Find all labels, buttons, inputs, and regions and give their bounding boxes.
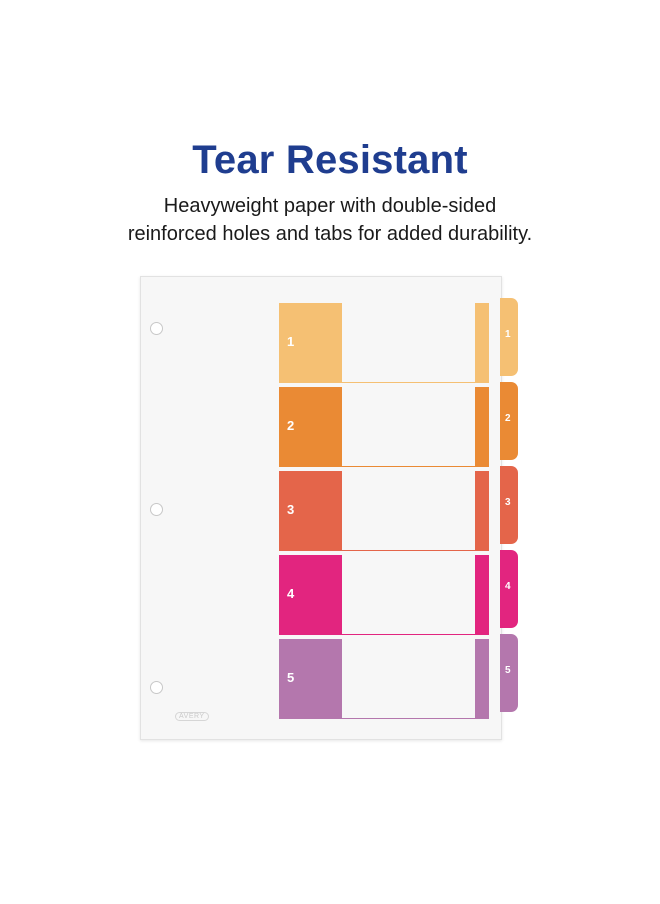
table-of-contents-row: 1 [279, 303, 489, 383]
row-entry-line [342, 718, 489, 719]
page-subtitle: Heavyweight paper with double-sided rein… [0, 192, 660, 248]
tab-number: 5 [505, 665, 511, 676]
row-color-block: 4 [279, 555, 342, 635]
subtitle-line-1: Heavyweight paper with double-sided [163, 195, 497, 217]
row-number: 5 [287, 670, 295, 685]
table-of-contents-row: 4 [279, 555, 489, 635]
row-color-block: 1 [279, 303, 342, 383]
row-tab-strip [475, 387, 489, 467]
divider-tab: 3 [500, 466, 518, 544]
punch-hole-bottom [150, 681, 163, 694]
table-of-contents-row: 2 [279, 387, 489, 467]
row-tab-strip [475, 303, 489, 383]
tab-number: 4 [505, 581, 511, 592]
row-number: 3 [287, 502, 295, 517]
row-color-block: 2 [279, 387, 342, 467]
row-color-block: 5 [279, 639, 342, 719]
row-number: 2 [287, 418, 295, 433]
row-tab-strip [475, 639, 489, 719]
tab-number: 1 [505, 329, 511, 340]
divider-tab: 4 [500, 550, 518, 628]
tab-number: 2 [505, 413, 511, 424]
row-entry-line [342, 634, 489, 635]
row-entry-line [342, 466, 489, 467]
row-tab-strip [475, 555, 489, 635]
brand-logo: AVERY [175, 712, 209, 721]
row-entry-line [342, 382, 489, 383]
row-entry-line [342, 550, 489, 551]
divider-sheet: AVERY 1 2 3 4 5 [140, 276, 502, 740]
punch-hole-top [150, 322, 163, 335]
row-color-block: 3 [279, 471, 342, 551]
table-of-contents-row: 3 [279, 471, 489, 551]
row-tab-strip [475, 471, 489, 551]
divider-tab: 1 [500, 298, 518, 376]
table-of-contents-row: 5 [279, 639, 489, 719]
divider-tab: 2 [500, 382, 518, 460]
row-number: 1 [287, 334, 295, 349]
row-number: 4 [287, 586, 295, 601]
divider-tab: 5 [500, 634, 518, 712]
punch-hole-middle [150, 503, 163, 516]
page-title: Tear Resistant [192, 138, 468, 182]
tab-number: 3 [505, 497, 511, 508]
subtitle-line-2: reinforced holes and tabs for added dura… [127, 223, 533, 245]
